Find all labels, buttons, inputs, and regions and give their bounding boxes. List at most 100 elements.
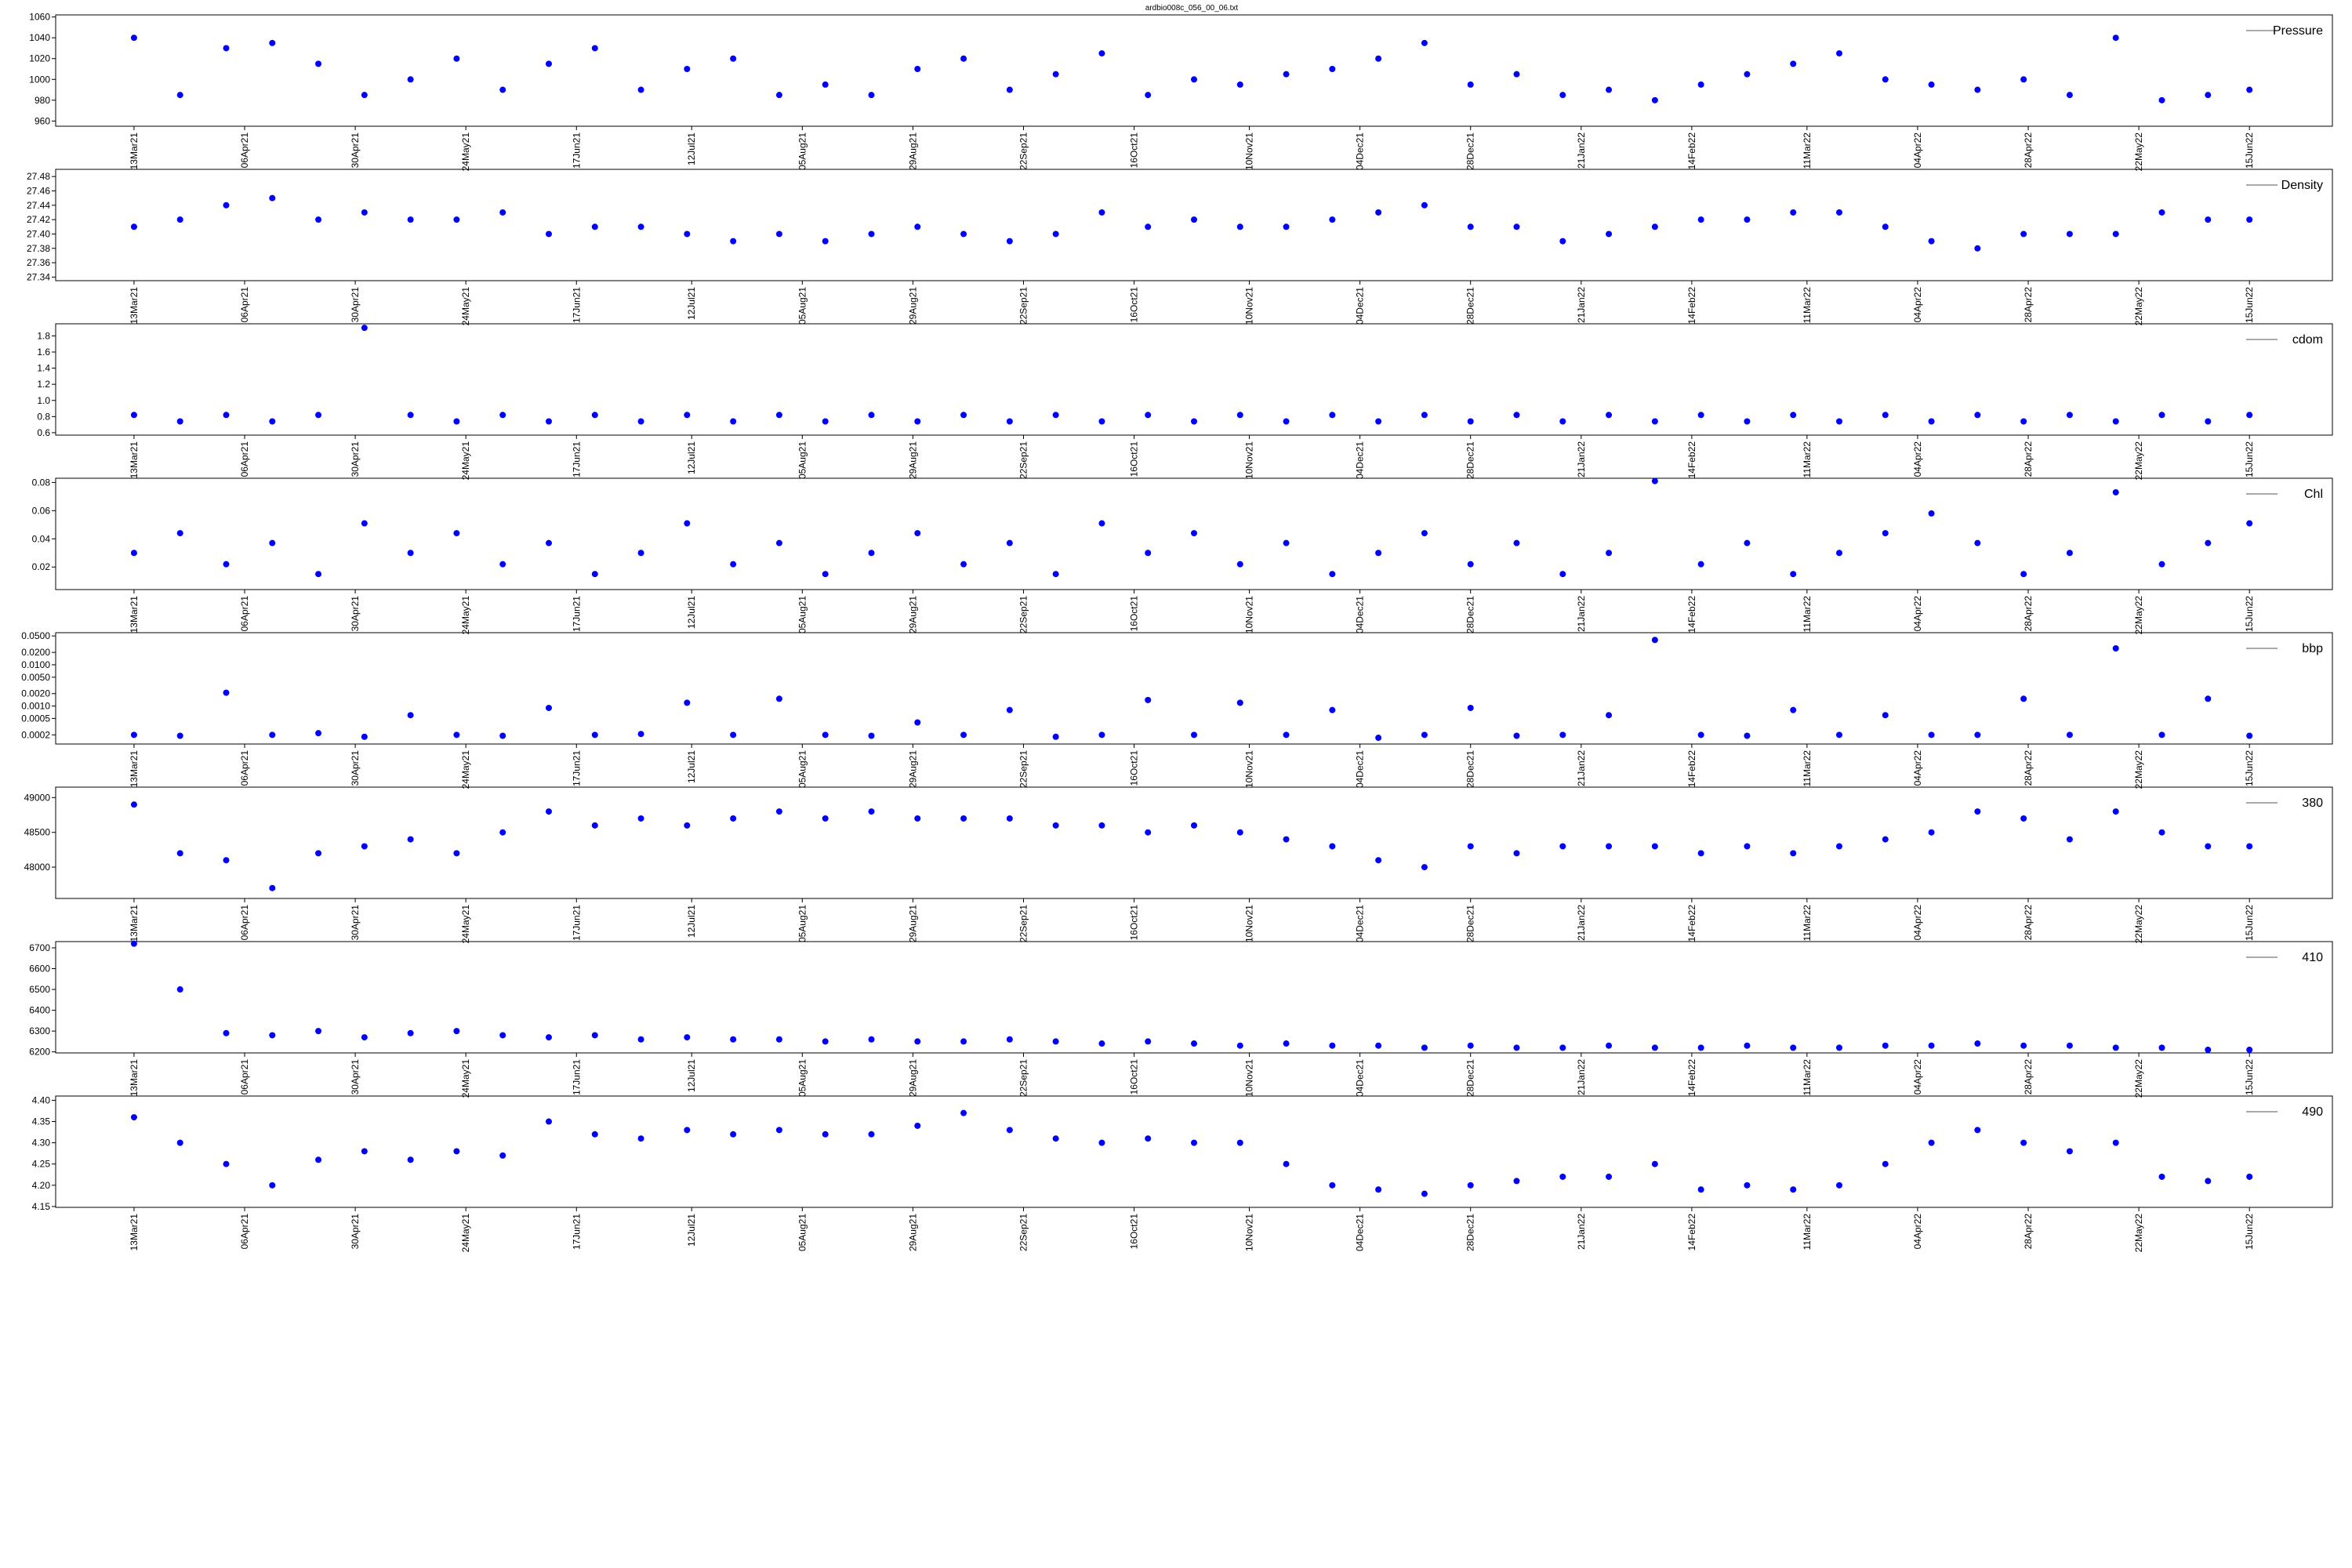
legend-label: 490 <box>2302 1105 2323 1119</box>
x-tick-label: 04Dec21 <box>1355 905 1366 942</box>
data-point <box>1329 412 1336 419</box>
x-tick-label: 28Dec21 <box>1465 1214 1476 1251</box>
data-point <box>2020 571 2027 578</box>
data-point <box>1651 637 1658 644</box>
data-point <box>1329 571 1336 578</box>
data-point <box>176 92 183 99</box>
data-point <box>1835 843 1842 850</box>
data-point <box>1191 76 1197 83</box>
data-point <box>2246 1173 2253 1180</box>
y-tick-label: 27.40 <box>27 228 50 239</box>
data-point <box>130 801 137 808</box>
data-point <box>1928 1139 1935 1146</box>
x-tick-label: 17Jun21 <box>571 441 582 477</box>
data-point <box>223 1160 230 1167</box>
data-point <box>730 731 737 739</box>
data-point <box>591 731 598 739</box>
legend-label: Density <box>2281 179 2323 192</box>
y-tick-label: 6700 <box>29 942 50 953</box>
x-tick-label: 13Mar21 <box>129 287 140 325</box>
data-point <box>1191 731 1197 739</box>
plot-frame <box>55 786 2333 899</box>
data-point <box>1145 92 1152 99</box>
data-point <box>1790 706 1797 713</box>
x-tick-label: 04Apr22 <box>1912 905 1923 941</box>
data-point <box>2205 418 2212 425</box>
x-tick-label: 22May22 <box>2133 1059 2144 1098</box>
data-point <box>1052 571 1059 578</box>
data-point <box>637 86 644 93</box>
data-point <box>1974 1040 1981 1047</box>
x-tick-label: 12Jul21 <box>686 750 697 783</box>
data-point <box>1467 1181 1474 1189</box>
data-point <box>2112 230 2119 238</box>
data-point <box>1375 550 1382 557</box>
data-point <box>1744 418 1751 425</box>
data-point <box>1421 864 1428 871</box>
y-tick-label: 4.40 <box>32 1094 51 1105</box>
x-tick-label: 04Dec21 <box>1355 287 1366 325</box>
x-tick-label: 12Jul21 <box>686 596 697 629</box>
x-tick-label: 22Sep21 <box>1018 596 1029 633</box>
x-tick-label: 10Nov21 <box>1244 132 1255 170</box>
y-tick-label: 0.6 <box>37 427 50 438</box>
data-point <box>1052 412 1059 419</box>
data-point <box>1744 1181 1751 1189</box>
data-point <box>1375 1042 1382 1049</box>
data-point <box>407 1156 414 1163</box>
data-point <box>453 216 460 223</box>
data-point <box>637 550 644 557</box>
data-point <box>1513 539 1520 546</box>
y-tick-label: 1.8 <box>37 330 50 341</box>
data-point <box>499 829 506 836</box>
data-point <box>1098 731 1105 739</box>
y-tick-label: 6400 <box>29 1005 50 1016</box>
x-tick-label: 15Jun22 <box>2244 905 2255 941</box>
y-tick-label: 1.4 <box>37 363 50 374</box>
y-tick-label: 4.15 <box>32 1201 51 1212</box>
data-point <box>2066 1042 2073 1049</box>
data-point <box>960 815 967 822</box>
x-tick-label: 22May22 <box>2133 750 2144 789</box>
data-point <box>1606 230 1613 238</box>
data-point <box>130 940 137 947</box>
data-point <box>315 730 322 737</box>
y-tick-label: 0.0050 <box>21 672 50 683</box>
x-tick-label: 15Jun22 <box>2244 1059 2255 1095</box>
x-tick-label: 15Jun22 <box>2244 750 2255 786</box>
x-tick-label: 22Sep21 <box>1018 1059 1029 1097</box>
data-point <box>2066 550 2073 557</box>
x-tick-label: 04Apr22 <box>1912 596 1923 632</box>
data-point <box>1697 731 1704 739</box>
y-tick-label: 27.44 <box>27 200 50 211</box>
data-point <box>1098 520 1105 527</box>
data-point <box>1651 843 1658 850</box>
data-point <box>1882 712 1889 719</box>
x-tick-label: 22Sep21 <box>1018 132 1029 170</box>
data-point <box>1236 829 1243 836</box>
x-tick-label: 28Dec21 <box>1465 905 1476 942</box>
plot-frame <box>55 477 2333 590</box>
data-point <box>315 571 322 578</box>
data-point <box>1191 216 1197 223</box>
x-tick-label: 16Oct21 <box>1129 132 1140 169</box>
data-point <box>684 66 691 73</box>
data-point <box>775 1036 782 1043</box>
data-point <box>914 1038 921 1045</box>
data-point <box>1697 81 1704 88</box>
data-point <box>1974 731 1981 739</box>
data-point <box>315 216 322 223</box>
x-tick-label: 30Apr21 <box>350 441 361 477</box>
data-point <box>2112 808 2119 815</box>
data-point <box>546 60 553 67</box>
data-point <box>1052 1038 1059 1045</box>
data-point <box>1236 81 1243 88</box>
data-point <box>637 1135 644 1142</box>
data-point <box>1283 71 1290 78</box>
data-point <box>637 815 644 822</box>
data-point <box>407 550 414 557</box>
x-tick-label: 15Jun22 <box>2244 596 2255 632</box>
x-tick-label: 21Jan22 <box>1576 132 1587 169</box>
data-point <box>868 1131 875 1138</box>
data-point <box>2158 731 2165 739</box>
